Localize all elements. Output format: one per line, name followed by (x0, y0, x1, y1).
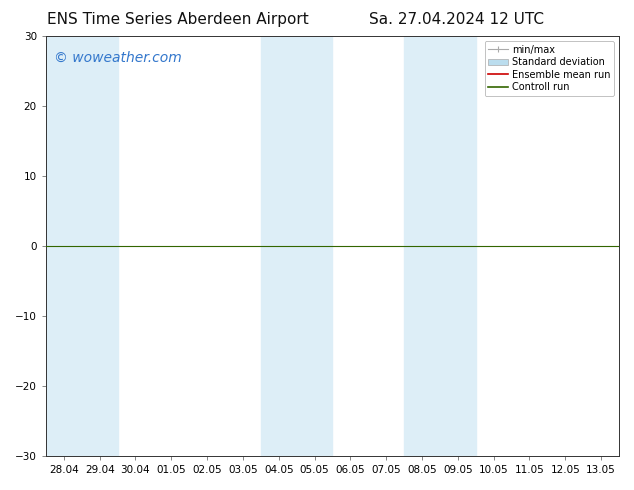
Text: © woweather.com: © woweather.com (55, 51, 182, 65)
Text: ENS Time Series Aberdeen Airport: ENS Time Series Aberdeen Airport (47, 12, 308, 27)
Legend: min/max, Standard deviation, Ensemble mean run, Controll run: min/max, Standard deviation, Ensemble me… (484, 41, 614, 96)
Text: Sa. 27.04.2024 12 UTC: Sa. 27.04.2024 12 UTC (369, 12, 544, 27)
Bar (46, 36, 117, 456)
Bar (404, 36, 476, 456)
Bar (261, 36, 332, 456)
